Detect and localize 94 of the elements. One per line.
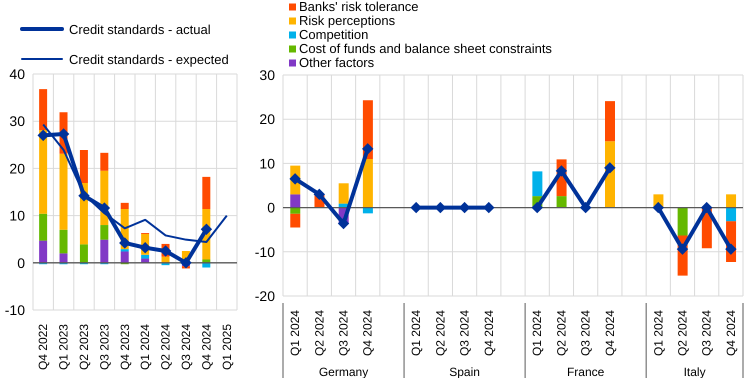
x-tick-label: Q1 2024	[288, 310, 302, 356]
point	[38, 130, 49, 141]
y-tick-label: 20	[259, 111, 276, 128]
bar	[39, 214, 48, 241]
bar	[202, 176, 210, 209]
x-tick-label: Q1 2024	[138, 324, 152, 370]
x-tick-label: Q4 2024	[199, 324, 214, 370]
bar	[80, 244, 88, 263]
bar	[100, 240, 108, 263]
y-tick-label: 0	[17, 254, 26, 271]
bar	[678, 208, 688, 236]
bar	[532, 171, 542, 196]
bar	[60, 154, 68, 230]
legend-label: Banks' risk tolerance	[299, 0, 419, 14]
x-tick-label: Q2 2023	[77, 324, 91, 370]
y-tick-label: 0	[267, 200, 276, 216]
point	[58, 128, 70, 140]
x-tick-label: Q2 2024	[554, 310, 568, 356]
x-tick-label: Q4 2024	[724, 310, 738, 356]
point	[98, 202, 110, 214]
point	[200, 224, 212, 235]
point	[362, 143, 374, 154]
point	[532, 202, 543, 214]
x-tick-label: Q4 2024	[602, 310, 617, 356]
y-tick-label: 10	[9, 208, 26, 224]
bar	[39, 240, 48, 263]
x-tick-label: Q4 2024	[482, 310, 496, 356]
point	[652, 202, 664, 214]
point	[78, 190, 90, 202]
bar	[290, 194, 300, 208]
y-tick-label: 20	[9, 160, 26, 176]
legend-label: Credit standards - expected	[69, 52, 229, 66]
x-tick-label: Q1 2024	[409, 310, 424, 356]
point	[580, 202, 592, 214]
legend-label: Risk perceptions	[299, 13, 396, 28]
bar	[362, 158, 373, 208]
point	[676, 244, 688, 255]
legend-label: Cost of funds and balance sheet constraints	[299, 41, 552, 56]
bar	[556, 196, 567, 208]
x-tick-label: Q3 2024	[458, 310, 472, 356]
x-tick-label: Q3 2024	[336, 310, 351, 356]
point	[556, 165, 567, 176]
bar	[80, 150, 88, 184]
point	[180, 257, 192, 268]
point	[434, 202, 446, 214]
x-tick-label: Q1 2024	[651, 310, 666, 356]
point	[290, 173, 301, 184]
x-tick-label: Q1 2025	[220, 324, 234, 370]
bar	[120, 202, 129, 209]
y-tick-label: 10	[259, 155, 276, 172]
x-tick-label: Q1 2023	[56, 324, 71, 370]
x-tick-label: Q3 2024	[179, 324, 193, 370]
bar	[605, 101, 615, 142]
point	[314, 188, 325, 200]
bar	[60, 230, 68, 254]
point	[483, 202, 494, 214]
bar	[141, 254, 150, 259]
bar	[100, 152, 108, 171]
y-tick-label: 30	[259, 66, 276, 83]
point	[119, 237, 130, 248]
legend-label: Competition	[299, 27, 368, 42]
y-tick-label: 30	[9, 113, 26, 130]
point	[725, 244, 736, 255]
x-tick-label: Q2 2024	[158, 324, 173, 370]
bar	[120, 251, 129, 263]
x-tick-label: Q4 2023	[118, 324, 132, 370]
bar	[39, 89, 48, 130]
y-tick-label: 40	[9, 66, 26, 82]
x-tick-label: Q1 2024	[530, 310, 544, 356]
bar	[726, 194, 736, 208]
x-tick-label: Q4 2022	[36, 324, 50, 370]
point	[604, 162, 616, 174]
point	[338, 218, 350, 230]
bar	[290, 214, 300, 228]
x-tick-label: Q3 2023	[97, 324, 112, 370]
bar	[338, 183, 349, 204]
x-tick-label: Q2 2024	[433, 310, 448, 356]
bar	[39, 130, 48, 214]
y-tick-label: -10	[4, 302, 26, 318]
point	[140, 242, 151, 254]
y-tick-label: -20	[254, 288, 276, 304]
point	[410, 202, 422, 214]
x-tick-label: Q3 2024	[700, 310, 714, 356]
x-tick-label: Q2 2024	[312, 310, 326, 356]
x-tick-label: Q4 2024	[360, 310, 375, 356]
x-tick-label: Q2 2024	[675, 310, 690, 356]
bar	[100, 225, 108, 240]
bar	[726, 208, 736, 222]
point	[701, 202, 712, 214]
text: France	[566, 365, 605, 378]
legend-label: Credit standards - actual	[69, 22, 211, 36]
y-tick-label: -10	[254, 244, 276, 260]
legend-label: Other factors	[299, 55, 374, 70]
x-tick-label: Q3 2024	[578, 310, 593, 356]
